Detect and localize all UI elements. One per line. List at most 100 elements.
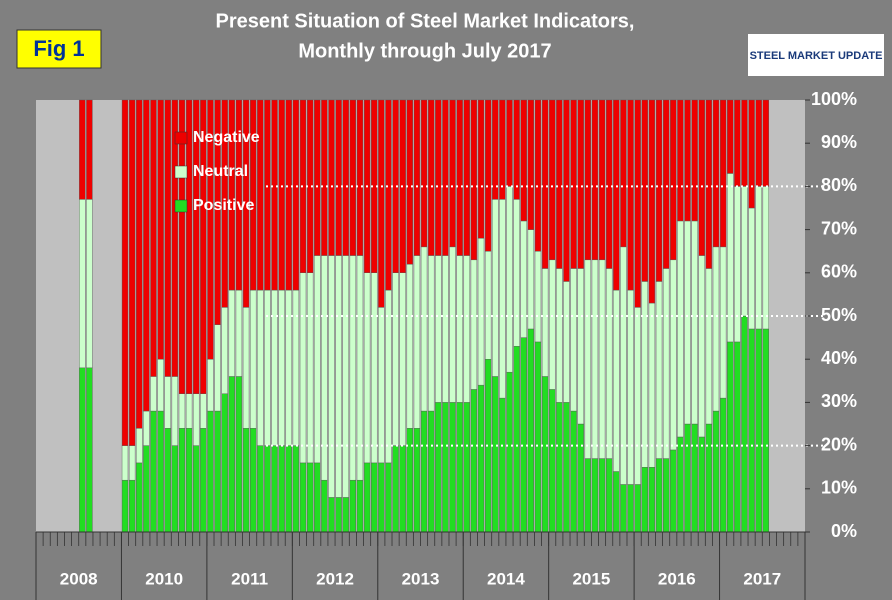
bar-segment	[235, 376, 243, 533]
bar-segment	[506, 186, 513, 373]
bar-segment	[442, 255, 449, 403]
bar-segment	[242, 99, 250, 308]
bar-segment	[171, 376, 179, 446]
bar-segment	[136, 428, 143, 464]
bar-segment	[221, 393, 228, 533]
bar-segment	[342, 497, 349, 533]
bar-segment	[705, 268, 713, 425]
bar-segment	[513, 99, 520, 200]
bar-segment	[321, 99, 328, 256]
bar-segment	[499, 397, 506, 533]
bar-segment	[157, 359, 164, 412]
y-tick-label: 10%	[821, 478, 857, 498]
bar-segment	[150, 376, 157, 412]
bar-segment	[306, 272, 314, 464]
bar-segment	[221, 99, 228, 308]
bar-segment	[634, 307, 641, 485]
bar-segment	[662, 268, 670, 459]
bar-segment	[549, 259, 556, 390]
bar-segment	[143, 445, 150, 533]
bar-segment	[705, 423, 713, 533]
figure-label: Fig 1	[33, 36, 84, 61]
bar-segment	[235, 99, 243, 291]
legend-label: Positive	[193, 197, 254, 214]
bar-segment	[200, 428, 207, 533]
bar-segment	[228, 376, 235, 533]
bar-segment	[577, 99, 584, 269]
bar-segment	[328, 497, 335, 533]
bar-segment	[143, 99, 150, 412]
bar-segment	[157, 99, 164, 360]
bar-segment	[492, 376, 499, 533]
bar-segment	[200, 99, 207, 394]
bar-segment	[128, 99, 136, 446]
bar-segment	[577, 268, 584, 425]
bar-segment	[299, 462, 307, 533]
bar-segment	[513, 346, 520, 533]
bar-segment	[591, 259, 599, 459]
x-tick-label: 2012	[316, 569, 354, 588]
bar-segment	[406, 263, 413, 429]
bar-segment	[378, 307, 385, 464]
bar-segment	[335, 255, 342, 498]
bar-segment	[356, 99, 364, 256]
bar-segment	[342, 255, 349, 498]
bar-segment	[292, 289, 300, 446]
bar-segment	[556, 402, 563, 533]
bar-segment	[613, 289, 620, 472]
bar-segment	[328, 99, 335, 256]
bar-segment	[136, 99, 143, 429]
bar-segment	[755, 99, 762, 187]
bar-segment	[150, 99, 157, 377]
bar-segment	[741, 99, 748, 187]
bar-segment	[513, 199, 520, 347]
chart-title: Monthly through July 2017	[298, 40, 551, 62]
bar-segment	[435, 255, 442, 403]
bar-segment	[193, 99, 200, 394]
bar-segment	[79, 367, 86, 533]
bar-segment	[356, 479, 364, 533]
bar-segment	[413, 255, 421, 429]
bar-segment	[200, 393, 207, 429]
bar-segment	[413, 428, 421, 533]
bar-segment	[627, 99, 634, 291]
bar-segment	[598, 458, 606, 533]
bar-segment	[655, 99, 663, 282]
bar-segment	[691, 99, 698, 222]
bar-segment	[193, 445, 200, 533]
bar-segment	[250, 428, 257, 533]
bar-segment	[349, 479, 357, 533]
bar-segment	[363, 462, 371, 533]
bar-segment	[534, 341, 542, 533]
bar-segment	[541, 99, 549, 269]
bar-segment	[719, 246, 727, 399]
bar-segment	[698, 255, 705, 438]
bar-segment	[328, 255, 335, 498]
bar-segment	[136, 462, 143, 533]
bar-segment	[250, 289, 257, 429]
bar-segment	[164, 376, 171, 429]
bar-segment	[684, 220, 691, 425]
bar-segment	[684, 99, 691, 222]
bar-segment	[591, 99, 599, 261]
bar-segment	[719, 99, 727, 248]
bar-segment	[285, 445, 292, 533]
y-tick-label: 80%	[821, 175, 857, 195]
bar-segment	[207, 99, 214, 360]
bar-segment	[563, 281, 570, 403]
bar-segment	[264, 99, 271, 291]
bar-segment	[570, 268, 577, 412]
bar-segment	[634, 484, 641, 533]
bar-segment	[641, 99, 648, 282]
chart-title: Present Situation of Steel Market Indica…	[216, 10, 635, 32]
bar-segment	[591, 458, 599, 533]
bar-segment	[79, 199, 86, 369]
bar-segment	[420, 99, 428, 248]
bar-segment	[214, 410, 221, 533]
legend-marker	[174, 199, 188, 213]
bar-segment	[477, 99, 485, 239]
bar-segment	[641, 281, 648, 468]
bar-segment	[442, 402, 449, 533]
bar-segment	[641, 467, 648, 533]
bar-segment	[677, 436, 684, 533]
